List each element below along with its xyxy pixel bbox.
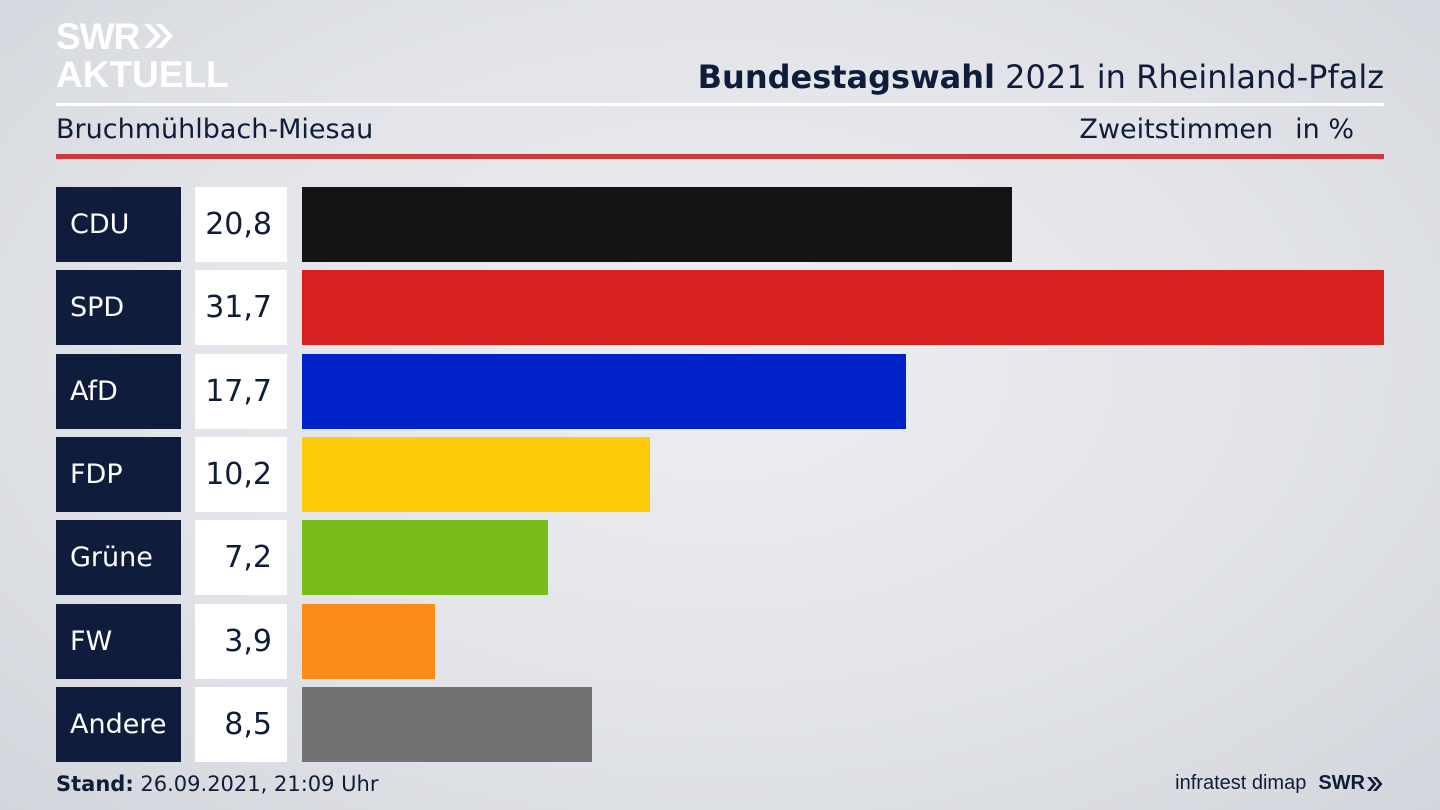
party-label: FDP <box>56 437 181 512</box>
header-divider <box>56 103 1384 106</box>
party-label: Andere <box>56 687 181 762</box>
value-label: 3,9 <box>195 604 287 679</box>
source-label: infratest dimap <box>1175 772 1307 794</box>
bar-afd <box>302 354 906 429</box>
bar-grüne <box>302 520 548 595</box>
timestamp-label: Stand: <box>56 772 134 796</box>
swr-small-logo: SWR <box>1318 772 1365 794</box>
chart-title-bold: Bundestagswahl <box>697 58 995 96</box>
bar-row-fdp: FDP 10,2 <box>56 437 1384 512</box>
timestamp: Stand: 26.09.2021, 21:09 Uhr <box>56 772 379 796</box>
bar-row-cdu: CDU 20,8 <box>56 187 1384 262</box>
chart-title: Bundestagswahl 2021 in Rheinland-Pfalz <box>698 58 1384 96</box>
party-label: SPD <box>56 270 181 345</box>
value-label: 7,2 <box>195 520 287 595</box>
bar-row-afd: AfD 17,7 <box>56 354 1384 429</box>
bar-fw <box>302 604 435 679</box>
party-label: FW <box>56 604 181 679</box>
bar-row-andere: Andere 8,5 <box>56 687 1384 762</box>
bar-row-grüne: Grüne 7,2 <box>56 520 1384 595</box>
timestamp-value: 26.09.2021, 21:09 Uhr <box>133 772 379 796</box>
value-label: 17,7 <box>195 354 287 429</box>
logo-aktuell-text: AKTUELL <box>56 54 229 95</box>
footer-source: infratest dimap SWR <box>1175 772 1384 795</box>
bar-fdp <box>302 437 650 512</box>
double-chevron-icon <box>144 24 174 48</box>
double-chevron-small-icon <box>1367 776 1383 791</box>
party-label: AfD <box>56 354 181 429</box>
logo-swr-text: SWR <box>56 15 140 57</box>
party-label: Grüne <box>56 520 181 595</box>
unit-label: in % <box>1295 114 1354 145</box>
value-label: 31,7 <box>195 270 287 345</box>
chart-title-rest: 2021 in Rheinland-Pfalz <box>995 58 1384 96</box>
bar-cdu <box>302 187 1012 262</box>
bar-spd <box>302 270 1384 345</box>
region-name: Bruchmühlbach-Miesau <box>56 114 374 145</box>
swr-aktuell-logo: SWR AKTUELL <box>56 15 229 95</box>
value-label: 10,2 <box>195 437 287 512</box>
measure-name: Zweitstimmen <box>1079 114 1274 145</box>
value-label: 20,8 <box>195 187 287 262</box>
accent-divider <box>56 154 1384 159</box>
bar-andere <box>302 687 592 762</box>
bar-row-spd: SPD 31,7 <box>56 270 1384 345</box>
measure-label: Zweitstimmen in % <box>1079 114 1354 145</box>
bar-row-fw: FW 3,9 <box>56 604 1384 679</box>
value-label: 8,5 <box>195 687 287 762</box>
party-label: CDU <box>56 187 181 262</box>
